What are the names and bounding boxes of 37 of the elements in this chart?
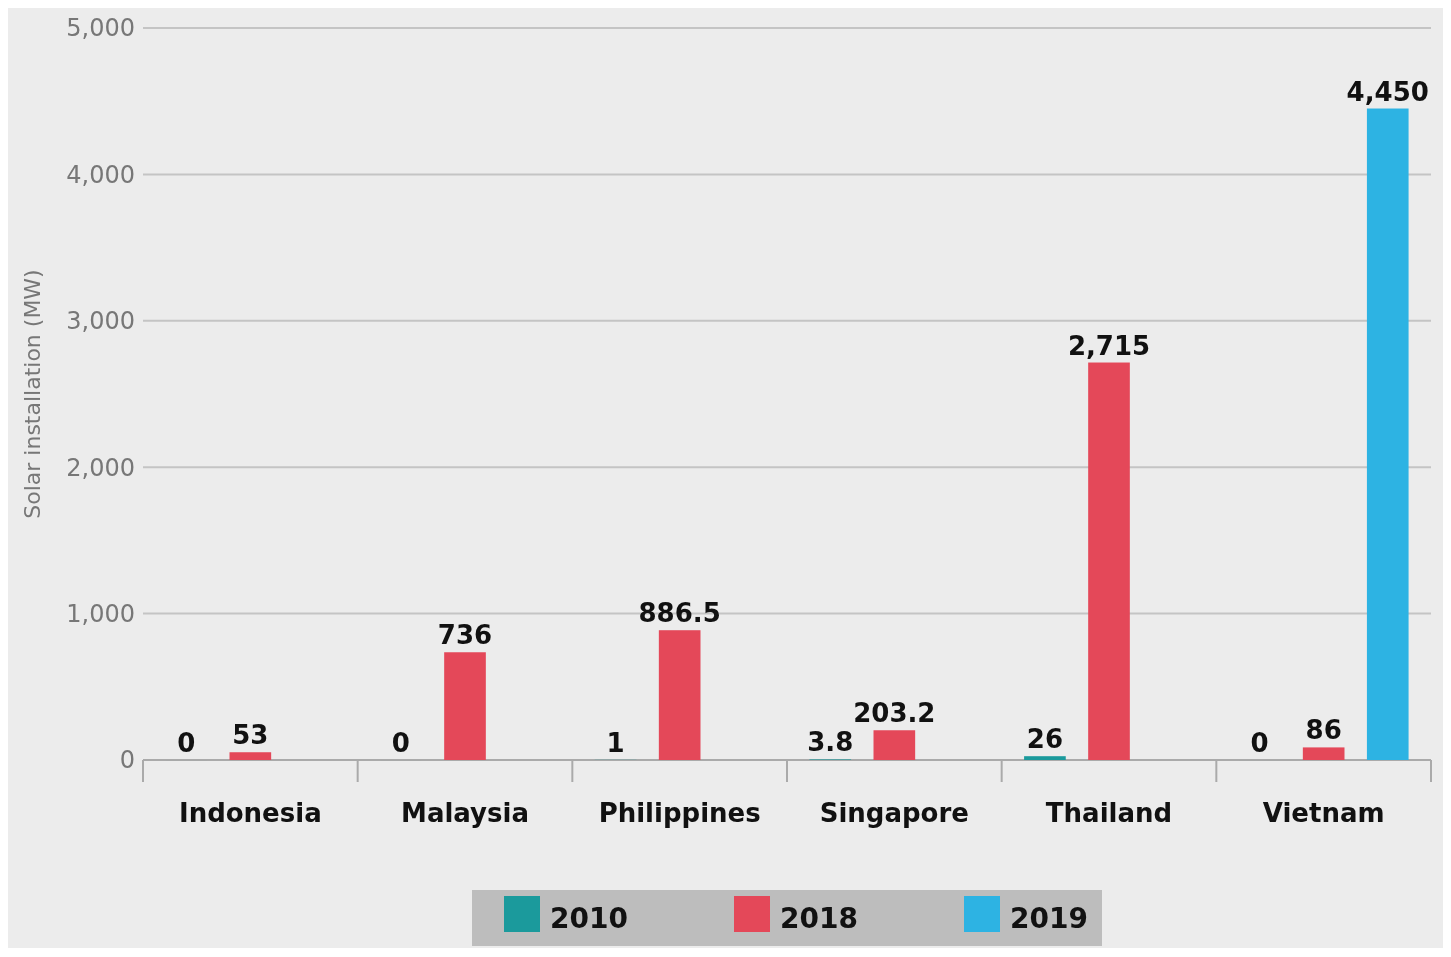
data-label: 0 bbox=[1250, 728, 1269, 758]
y-tick-label: 5,000 bbox=[66, 14, 135, 43]
bar bbox=[229, 752, 272, 760]
legend-label: 2019 bbox=[1010, 902, 1088, 935]
x-tick-label: Thailand bbox=[1045, 798, 1173, 828]
data-label: 2,715 bbox=[1067, 330, 1151, 361]
data-label: 26 bbox=[1026, 724, 1064, 755]
bar bbox=[873, 730, 916, 760]
legend-label: 2010 bbox=[550, 902, 628, 935]
bar bbox=[1024, 756, 1066, 760]
data-label: 886.5 bbox=[638, 598, 721, 629]
bar bbox=[1366, 108, 1409, 760]
data-label: 86 bbox=[1305, 715, 1342, 746]
y-tick-label: 1,000 bbox=[66, 600, 135, 628]
legend-label: 2018 bbox=[780, 902, 858, 935]
bar bbox=[1088, 362, 1130, 760]
data-label: 0 bbox=[177, 728, 196, 758]
y-tick-label: 2,000 bbox=[66, 453, 135, 482]
data-label: 736 bbox=[437, 620, 493, 651]
data-label: 203.2 bbox=[853, 698, 936, 729]
y-tick-label: 0 bbox=[119, 746, 135, 775]
data-label: 53 bbox=[232, 720, 269, 751]
y-axis-title: Solar installation (MW) bbox=[20, 269, 45, 519]
data-label: 4,450 bbox=[1346, 76, 1429, 107]
bar bbox=[1302, 747, 1345, 760]
data-label: 3.8 bbox=[807, 727, 854, 758]
x-tick-label: Vietnam bbox=[1262, 798, 1385, 828]
y-tick-label: 4,000 bbox=[66, 160, 135, 189]
x-tick-label: Philippines bbox=[598, 798, 761, 828]
x-tick-label: Indonesia bbox=[178, 798, 322, 828]
bar bbox=[444, 652, 486, 760]
x-tick-label: Malaysia bbox=[401, 798, 529, 828]
data-label: 0 bbox=[391, 728, 410, 758]
x-tick-label: Singapore bbox=[819, 798, 969, 828]
bar bbox=[658, 630, 701, 760]
y-tick-label: 3,000 bbox=[66, 307, 135, 336]
data-label: 1 bbox=[606, 727, 625, 758]
